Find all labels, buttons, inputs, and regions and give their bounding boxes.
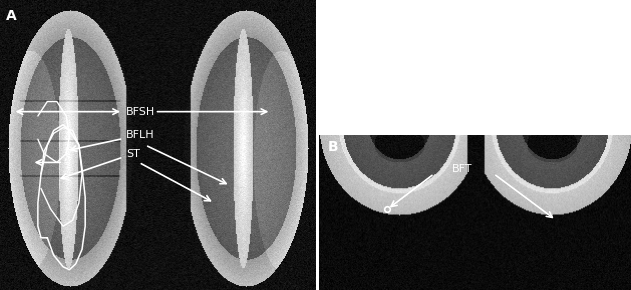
Text: ST: ST <box>61 149 140 179</box>
Text: BFT: BFT <box>452 164 473 174</box>
Text: BFLH: BFLH <box>71 130 155 151</box>
Text: A: A <box>6 9 17 23</box>
Text: B: B <box>328 139 339 153</box>
Text: BFSH: BFSH <box>126 107 155 117</box>
